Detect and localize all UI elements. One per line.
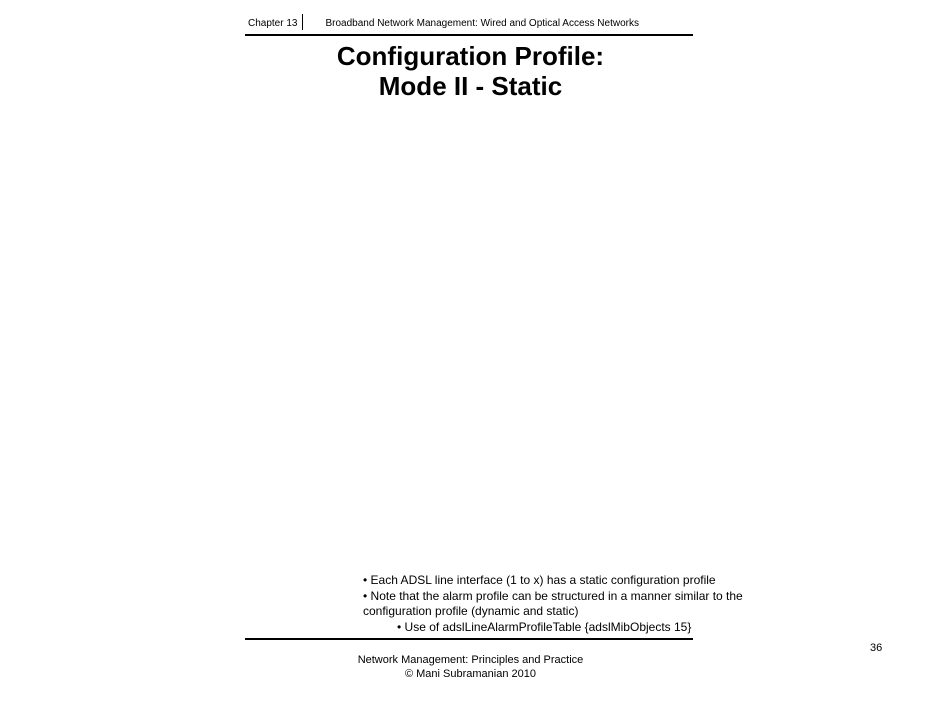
footer-text: Network Management: Principles and Pract… [0, 653, 941, 682]
header-row: Chapter 13 Broadband Network Management:… [248, 18, 695, 29]
bullet-item-1: • Each ADSL line interface (1 to x) has … [363, 573, 893, 589]
main-title: Configuration Profile: Mode II - Static [0, 42, 941, 102]
bullet-subitem: • Use of adslLineAlarmProfileTable {adsl… [397, 620, 893, 636]
chapter-label: Chapter 13 [248, 18, 315, 29]
header-underline [245, 34, 693, 36]
course-title: Broadband Network Management: Wired and … [315, 18, 638, 29]
title-line-2: Mode II - Static [379, 71, 562, 101]
bullet-item-2: • Note that the alarm profile can be str… [363, 589, 893, 605]
bullet-list: • Each ADSL line interface (1 to x) has … [363, 573, 893, 635]
title-line-1: Configuration Profile: [337, 41, 604, 71]
header-divider [302, 14, 303, 30]
footer-line-2: © Mani Subramanian 2010 [405, 668, 536, 680]
footer-underline [245, 638, 693, 640]
footer-line-1: Network Management: Principles and Pract… [358, 654, 584, 666]
bullet-item-2-cont: configuration profile (dynamic and stati… [363, 604, 893, 620]
